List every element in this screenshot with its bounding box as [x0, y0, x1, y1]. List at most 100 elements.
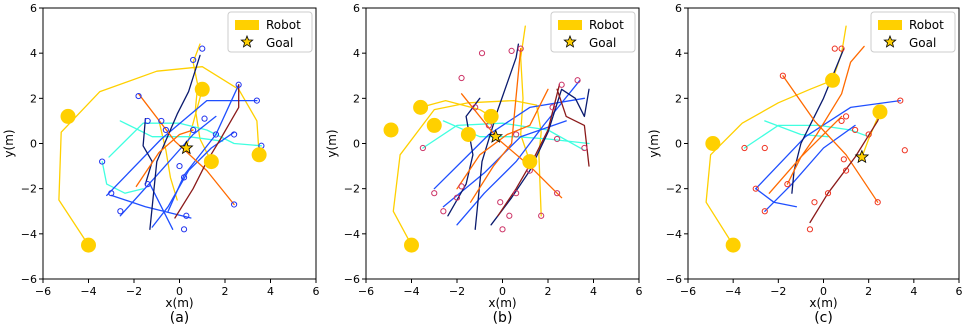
x-tick-label: 2 [545, 285, 552, 298]
x-tick-label: −4 [403, 285, 419, 298]
waypoint-circle [99, 158, 106, 165]
trajectory-13 [469, 48, 522, 203]
trajectory-11 [768, 115, 843, 194]
y-tick-label: 0 [675, 138, 682, 151]
waypoint-circle [212, 131, 219, 138]
waypoint-circle [478, 50, 486, 57]
waypoint-circle [761, 144, 768, 152]
robot-marker [194, 81, 210, 97]
trajectory-11 [460, 93, 563, 199]
x-tick-label: 6 [636, 285, 643, 298]
waypoint-circle [842, 113, 850, 120]
waypoint-circle [458, 74, 465, 82]
legend-robot-label: Robot [909, 18, 944, 32]
trajectory-13 [149, 54, 201, 230]
legend: Robot Goal [550, 11, 636, 53]
waypoint-circle [472, 104, 479, 111]
waypoint-circle [581, 144, 588, 152]
x-tick-label: −6 [35, 285, 51, 298]
y-tick-label: −6 [21, 273, 37, 286]
trajectory-7 [456, 79, 581, 226]
trajectory-9 [447, 97, 481, 217]
x-tick-label: 0 [176, 285, 183, 298]
trajectory-11 [149, 183, 174, 230]
legend-goal-label: Goal [266, 36, 293, 50]
y-tick-label: 2 [675, 92, 682, 105]
waypoint-circle [235, 81, 242, 88]
legend-robot-label: Robot [266, 18, 301, 32]
waypoint-circle [838, 117, 845, 125]
x-tick-label: 4 [267, 285, 274, 298]
waypoint-circle [779, 72, 786, 79]
x-tick-label: 4 [590, 285, 597, 298]
y-tick-label: −4 [344, 228, 360, 241]
panel-b: −6 −4 −2 0 2 4 6 −6 −4 −2 0 2 4 6 x(m) y(m) (b) Robot Goal [325, 2, 643, 326]
plot-area [43, 8, 316, 279]
x-tick-label: −2 [449, 285, 465, 298]
robot-marker [460, 126, 476, 142]
legend-robot-swatch [878, 20, 902, 30]
goal-star [488, 129, 503, 143]
plot-content [383, 25, 590, 253]
y-axis-label: y(m) [647, 129, 661, 157]
waypoint-circle [458, 183, 465, 190]
robot-marker [203, 154, 219, 170]
waypoint-circle [108, 190, 115, 197]
y-axis-label: y(m) [2, 129, 16, 157]
x-tick-label: −2 [126, 285, 142, 298]
y-tick-label: 4 [30, 47, 37, 60]
goal-star [179, 140, 194, 155]
robot-marker [725, 237, 741, 253]
waypoint-circle [176, 162, 183, 170]
robot-marker [705, 136, 721, 151]
waypoint-circle [842, 167, 850, 174]
trajectory-8 [119, 115, 217, 217]
goal-star [854, 149, 870, 164]
waypoint-circle [865, 131, 872, 138]
waypoint-circle [897, 97, 904, 104]
plot-area [688, 8, 959, 279]
trajectory-14 [142, 118, 153, 185]
waypoint-circle [874, 199, 881, 206]
y-tick-label: 0 [353, 138, 360, 151]
trajectory-10 [786, 45, 865, 185]
y-tick-label: −6 [344, 273, 360, 286]
waypoint-circle [162, 126, 169, 134]
waypoint-circle [784, 181, 791, 188]
x-tick-label: 4 [910, 285, 917, 298]
waypoint-circle [554, 190, 561, 197]
waypoint-circle [506, 212, 513, 219]
x-tick-label: 0 [499, 285, 506, 298]
waypoint-circle [901, 147, 908, 154]
waypoint-circle [180, 226, 188, 233]
waypoint-circle [231, 201, 238, 208]
waypoint-circle [824, 190, 832, 197]
waypoint-circle [158, 117, 165, 125]
waypoint-circle [144, 181, 151, 188]
waypoint-circle [419, 144, 426, 152]
robot-marker [383, 122, 399, 138]
waypoint-circle [574, 77, 581, 84]
trajectory-1 [192, 43, 212, 163]
waypoint-circle [453, 194, 461, 201]
panel-a: −6 −4 −2 0 2 4 6 −6 −4 −2 0 2 4 6 x(m) y(m) (a) Robot Goal [2, 2, 320, 326]
x-axis-label: x(m) [488, 296, 516, 310]
x-tick-label: 2 [865, 285, 872, 298]
robot-marker [872, 104, 888, 120]
x-tick-label: 6 [313, 285, 320, 298]
x-tick-label: −4 [80, 285, 96, 298]
y-tick-label: 0 [30, 138, 37, 151]
legend-goal-star [240, 34, 254, 48]
waypoint-circle [253, 97, 260, 104]
robot-marker [522, 154, 538, 170]
x-tick-label: −6 [358, 285, 374, 298]
robot-marker [413, 99, 429, 115]
trajectory-5 [755, 99, 901, 190]
waypoint-circle [201, 115, 208, 122]
trajectory-9 [110, 194, 192, 219]
x-tick-label: −6 [680, 285, 696, 298]
waypoint-circle [508, 47, 515, 55]
waypoint-circle [840, 156, 847, 163]
waypoint-circle [517, 45, 524, 52]
y-axis-label: y(m) [325, 129, 339, 157]
